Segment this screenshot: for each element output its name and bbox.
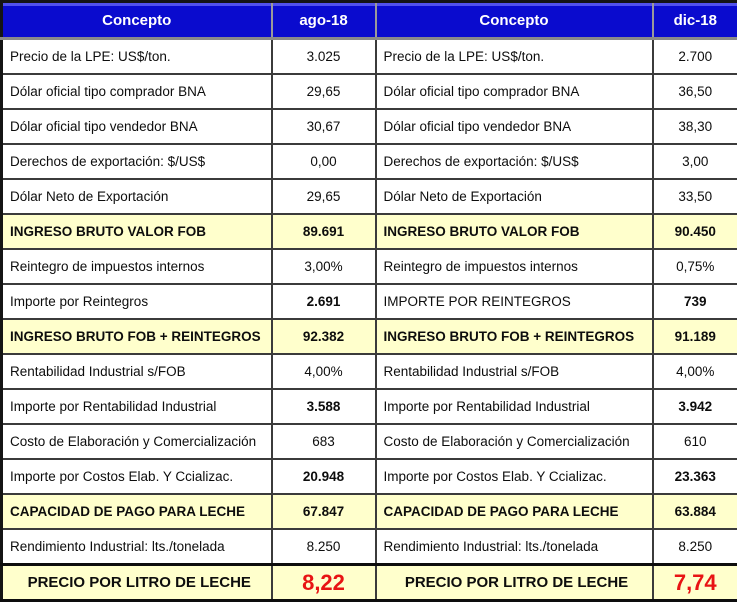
header-concepto-left: Concepto (2, 2, 272, 39)
dic-18-value-cell: 610 (653, 424, 737, 459)
concepto-left-cell: Precio de la LPE: US$/ton. (2, 39, 272, 75)
concepto-right-cell: PRECIO POR LITRO DE LECHE (376, 565, 653, 601)
concepto-right-cell: Dólar Neto de Exportación (376, 179, 653, 214)
concepto-left-cell: CAPACIDAD DE PAGO PARA LECHE (2, 494, 272, 529)
concepto-left-cell: Dólar oficial tipo vendedor BNA (2, 109, 272, 144)
header-row: Concepto ago-18 Concepto dic-18 (2, 2, 737, 39)
dic-18-value-cell: 33,50 (653, 179, 737, 214)
header-month-ago-18: ago-18 (272, 2, 376, 39)
ago-18-value-cell: 3,00% (272, 249, 376, 284)
dic-18-value-cell: 23.363 (653, 459, 737, 494)
table-row: INGRESO BRUTO VALOR FOB 89.691 INGRESO B… (2, 214, 737, 249)
table-row: Rendimiento Industrial: lts./tonelada 8.… (2, 529, 737, 565)
table-row: Dólar oficial tipo vendedor BNA 30,67 Dó… (2, 109, 737, 144)
table-row: Importe por Rentabilidad Industrial 3.58… (2, 389, 737, 424)
concepto-right-cell: Importe por Rentabilidad Industrial (376, 389, 653, 424)
table-row: CAPACIDAD DE PAGO PARA LECHE 67.847 CAPA… (2, 494, 737, 529)
dic-18-value-cell: 90.450 (653, 214, 737, 249)
table-row: PRECIO POR LITRO DE LECHE 8,22 PRECIO PO… (2, 565, 737, 601)
concepto-left-cell: Dólar oficial tipo comprador BNA (2, 74, 272, 109)
ago-18-value-cell: 683 (272, 424, 376, 459)
ago-18-value-cell: 29,65 (272, 179, 376, 214)
concepto-left-cell: INGRESO BRUTO FOB + REINTEGROS (2, 319, 272, 354)
dic-18-value-cell: 38,30 (653, 109, 737, 144)
dic-18-value-cell: 8.250 (653, 529, 737, 565)
ago-18-value-cell: 4,00% (272, 354, 376, 389)
table-row: INGRESO BRUTO FOB + REINTEGROS 92.382 IN… (2, 319, 737, 354)
dic-18-value-cell: 4,00% (653, 354, 737, 389)
ago-18-value-cell: 0,00 (272, 144, 376, 179)
dic-18-value-cell: 739 (653, 284, 737, 319)
concepto-right-cell: Reintegro de impuestos internos (376, 249, 653, 284)
ago-18-value-cell: 89.691 (272, 214, 376, 249)
ago-18-value-cell: 92.382 (272, 319, 376, 354)
table-row: Rentabilidad Industrial s/FOB 4,00% Rent… (2, 354, 737, 389)
concepto-right-cell: Derechos de exportación: $/US$ (376, 144, 653, 179)
table-row: Derechos de exportación: $/US$ 0,00 Dere… (2, 144, 737, 179)
table-body: Precio de la LPE: US$/ton. 3.025 Precio … (2, 39, 737, 601)
concepto-left-cell: Importe por Reintegros (2, 284, 272, 319)
dic-18-value-cell: 3.942 (653, 389, 737, 424)
table-row: Reintegro de impuestos internos 3,00% Re… (2, 249, 737, 284)
dic-18-value-cell: 36,50 (653, 74, 737, 109)
concepto-right-cell: INGRESO BRUTO FOB + REINTEGROS (376, 319, 653, 354)
ago-18-value-cell: 8,22 (272, 565, 376, 601)
concepto-left-cell: INGRESO BRUTO VALOR FOB (2, 214, 272, 249)
table-row: Importe por Costos Elab. Y Ccializac. 20… (2, 459, 737, 494)
dic-18-value-cell: 2.700 (653, 39, 737, 75)
ago-18-value-cell: 8.250 (272, 529, 376, 565)
header-month-dic-18: dic-18 (653, 2, 737, 39)
table-row: Precio de la LPE: US$/ton. 3.025 Precio … (2, 39, 737, 75)
concepto-left-cell: Rentabilidad Industrial s/FOB (2, 354, 272, 389)
table-row: Importe por Reintegros 2.691 IMPORTE POR… (2, 284, 737, 319)
concepto-right-cell: Rentabilidad Industrial s/FOB (376, 354, 653, 389)
concepto-left-cell: Importe por Costos Elab. Y Ccializac. (2, 459, 272, 494)
concepto-left-cell: Importe por Rentabilidad Industrial (2, 389, 272, 424)
ago-18-value-cell: 20.948 (272, 459, 376, 494)
dic-18-value-cell: 0,75% (653, 249, 737, 284)
concepto-right-cell: Importe por Costos Elab. Y Ccializac. (376, 459, 653, 494)
ago-18-value-cell: 29,65 (272, 74, 376, 109)
concepto-right-cell: Costo de Elaboración y Comercialización (376, 424, 653, 459)
ago-18-value-cell: 3.025 (272, 39, 376, 75)
dic-18-value-cell: 63.884 (653, 494, 737, 529)
concepto-right-cell: Precio de la LPE: US$/ton. (376, 39, 653, 75)
ago-18-value-cell: 3.588 (272, 389, 376, 424)
header-concepto-right: Concepto (376, 2, 653, 39)
table-row: Dólar Neto de Exportación 29,65 Dólar Ne… (2, 179, 737, 214)
concepto-right-cell: Rendimiento Industrial: lts./tonelada (376, 529, 653, 565)
concepto-left-cell: PRECIO POR LITRO DE LECHE (2, 565, 272, 601)
concepto-right-cell: IMPORTE POR REINTEGROS (376, 284, 653, 319)
dic-18-value-cell: 91.189 (653, 319, 737, 354)
concepto-left-cell: Reintegro de impuestos internos (2, 249, 272, 284)
concepto-right-cell: Dólar oficial tipo comprador BNA (376, 74, 653, 109)
dic-18-value-cell: 7,74 (653, 565, 737, 601)
concepto-right-cell: INGRESO BRUTO VALOR FOB (376, 214, 653, 249)
ago-18-value-cell: 2.691 (272, 284, 376, 319)
table-row: Dólar oficial tipo comprador BNA 29,65 D… (2, 74, 737, 109)
ago-18-value-cell: 30,67 (272, 109, 376, 144)
concepto-right-cell: CAPACIDAD DE PAGO PARA LECHE (376, 494, 653, 529)
dic-18-value-cell: 3,00 (653, 144, 737, 179)
concepto-left-cell: Dólar Neto de Exportación (2, 179, 272, 214)
concepto-left-cell: Derechos de exportación: $/US$ (2, 144, 272, 179)
table-row: Costo de Elaboración y Comercialización … (2, 424, 737, 459)
ago-18-value-cell: 67.847 (272, 494, 376, 529)
concepto-left-cell: Costo de Elaboración y Comercialización (2, 424, 272, 459)
concepto-left-cell: Rendimiento Industrial: lts./tonelada (2, 529, 272, 565)
concepto-right-cell: Dólar oficial tipo vendedor BNA (376, 109, 653, 144)
